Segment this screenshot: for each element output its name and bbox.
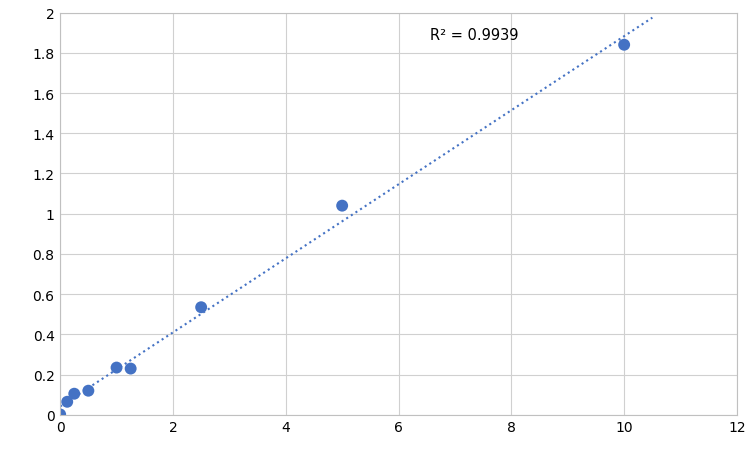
Point xyxy=(111,364,123,371)
Point xyxy=(68,390,80,397)
Text: R² = 0.9939: R² = 0.9939 xyxy=(429,28,518,42)
Point xyxy=(83,387,95,395)
Point xyxy=(61,398,73,405)
Point xyxy=(618,42,630,49)
Point xyxy=(336,202,348,210)
Point xyxy=(54,411,66,418)
Point xyxy=(196,304,208,311)
Point xyxy=(125,365,137,373)
